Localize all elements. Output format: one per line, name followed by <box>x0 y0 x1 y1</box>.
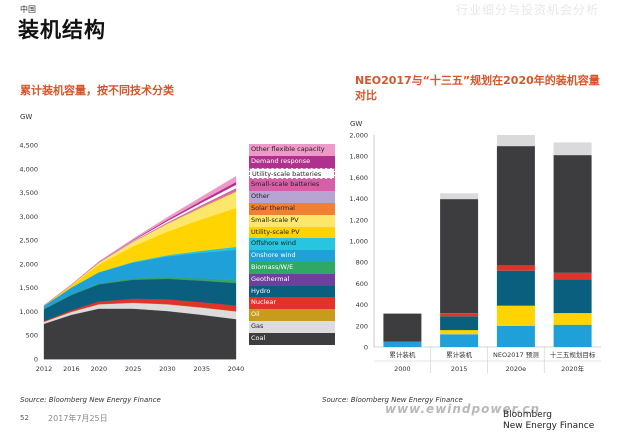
y-tick-label: 1,200 <box>349 216 368 224</box>
y-tick-label: 1,500 <box>19 284 38 292</box>
y-tick-label: 1,800 <box>349 153 368 161</box>
footer-date: 2017年7月25日 <box>48 414 108 423</box>
bar-segment-hydro <box>553 324 592 347</box>
bar-segment-hydro <box>440 334 479 347</box>
legend-item-utility-scale-batteries: Utility-scale batteries <box>249 167 335 180</box>
bar-segment-other <box>496 135 535 147</box>
y-axis-unit: GW <box>20 113 32 121</box>
bar-segment-nuclear <box>440 313 479 317</box>
y-tick-label: 500 <box>26 332 38 340</box>
x-category-year: 2020年 <box>561 364 585 373</box>
x-tick-label: 2016 <box>63 365 80 373</box>
y-tick-label: 3,500 <box>19 189 38 197</box>
bar-segment-small-scale-pv <box>440 330 479 335</box>
legend-item-biomass-w-e: Biomass/W/E <box>249 262 335 274</box>
bar-segment-coal <box>553 155 592 273</box>
bar-segment-coal <box>496 146 535 266</box>
y-tick-label: 1,000 <box>349 238 368 246</box>
legend-item-nuclear: Nuclear <box>249 297 335 310</box>
bar-segment-onshore-wind <box>496 270 535 306</box>
x-category-label: NEO2017 预测 <box>493 350 539 359</box>
legend-item-oil: Oil <box>249 309 335 321</box>
legend-item-geothermal: Geothermal <box>249 273 335 286</box>
x-tick-label: 2030 <box>159 365 176 373</box>
page-number: 52 <box>20 414 29 422</box>
x-tick-label: 2040 <box>228 365 245 373</box>
legend-item-solar-thermal: Solar thermal <box>249 203 335 215</box>
legend-item-demand-response: Demand response <box>249 155 335 168</box>
x-tick-label: 2035 <box>193 365 210 373</box>
legend-item-other: Other <box>249 191 335 203</box>
bnef-logo: Bloomberg New Energy Finance <box>503 410 594 432</box>
legend-item-utility-scale-pv: Utility-scale PV <box>249 226 335 239</box>
x-category-year: 2020e <box>506 365 527 373</box>
x-category-year: 2015 <box>451 365 468 373</box>
bar-segment-coal <box>440 199 479 313</box>
y-tick-label: 1,000 <box>19 308 38 316</box>
right-chart-subtitle: NEO2017与“十三五”规划在2020年的装机容量对比 <box>355 74 600 102</box>
y-axis-unit: GW <box>350 120 362 128</box>
bar-segment-coal <box>383 313 422 342</box>
x-category-label: 累计装机 <box>446 350 473 359</box>
y-tick-label: 1,400 <box>349 195 368 203</box>
bnef-logo-line1: Bloomberg <box>503 410 552 420</box>
y-tick-label: 4,500 <box>19 142 38 150</box>
legend-item-gas: Gas <box>249 321 335 333</box>
y-tick-label: 0 <box>364 344 368 352</box>
x-tick-label: 2012 <box>36 365 53 373</box>
legend-item-hydro: Hydro <box>249 285 335 298</box>
x-tick-label: 2025 <box>125 365 142 373</box>
legend-item-coal: Coal <box>249 332 335 345</box>
legend-item-other-flexible-capacity: Other flexible capacity <box>249 144 335 156</box>
bar-segment-other <box>553 142 592 156</box>
y-tick-label: 400 <box>356 301 368 309</box>
area-series-other-flexible-capacity <box>43 175 237 306</box>
watermark-top: 行业细分与投资机会分析 <box>455 3 599 17</box>
section-kicker: 中国 <box>20 5 36 14</box>
bar-segment-nuclear <box>553 272 592 280</box>
legend-item-offshore-wind: Offshore wind <box>249 238 335 251</box>
x-category-label: 累计装机 <box>389 350 416 359</box>
bar-segment-onshore-wind <box>553 279 592 314</box>
bar-segment-onshore-wind <box>440 316 479 331</box>
right-chart-source: Source: Bloomberg New Energy Finance <box>322 396 463 404</box>
bar-segment-hydro <box>383 341 422 347</box>
footer-watermark-url: www.ewindpower.cn <box>385 402 540 416</box>
x-tick-label: 2020 <box>91 365 108 373</box>
legend-item-onshore-wind: Onshore wind <box>249 250 335 262</box>
page-title: 装机结构 <box>18 18 106 42</box>
x-category-label: 十三五规划目标 <box>550 350 596 359</box>
y-tick-label: 2,000 <box>19 260 38 268</box>
area-series-coal <box>43 308 237 360</box>
y-tick-label: 2,000 <box>349 132 368 140</box>
y-tick-label: 0 <box>34 356 38 364</box>
x-category-year: 2000 <box>394 365 411 373</box>
bar-segment-other <box>440 193 479 200</box>
bar-chart: GW 0 200 400 600 800 1,000 1,200 1,400 1,600 1,800… <box>349 120 601 373</box>
y-tick-label: 1,600 <box>349 174 368 182</box>
y-tick-label: 3,000 <box>19 213 38 221</box>
y-tick-label: 4,000 <box>19 165 38 173</box>
y-tick-label: 600 <box>356 280 368 288</box>
y-tick-label: 200 <box>356 322 368 330</box>
bar-segment-small-scale-pv <box>496 305 535 326</box>
area-chart: GW 0 500 1,000 1,500 2,000 2,500 3,000 3,500 4,00… <box>19 113 245 373</box>
legend-item-small-scale-pv: Small-scale PV <box>249 214 335 227</box>
left-chart-source: Source: Bloomberg New Energy Finance <box>20 396 161 404</box>
y-tick-label: 800 <box>356 259 368 267</box>
left-chart-subtitle: 累计装机容量，按不同技术分类 <box>20 84 174 97</box>
bnef-logo-line2: New Energy Finance <box>503 421 595 431</box>
y-tick-label: 2,500 <box>19 237 38 245</box>
bar-segment-small-scale-pv <box>553 313 592 325</box>
bar-segment-nuclear <box>496 265 535 271</box>
bar-segment-hydro <box>496 325 535 347</box>
legend-item-small-scale-batteries: Small-scale batteries <box>249 179 335 192</box>
